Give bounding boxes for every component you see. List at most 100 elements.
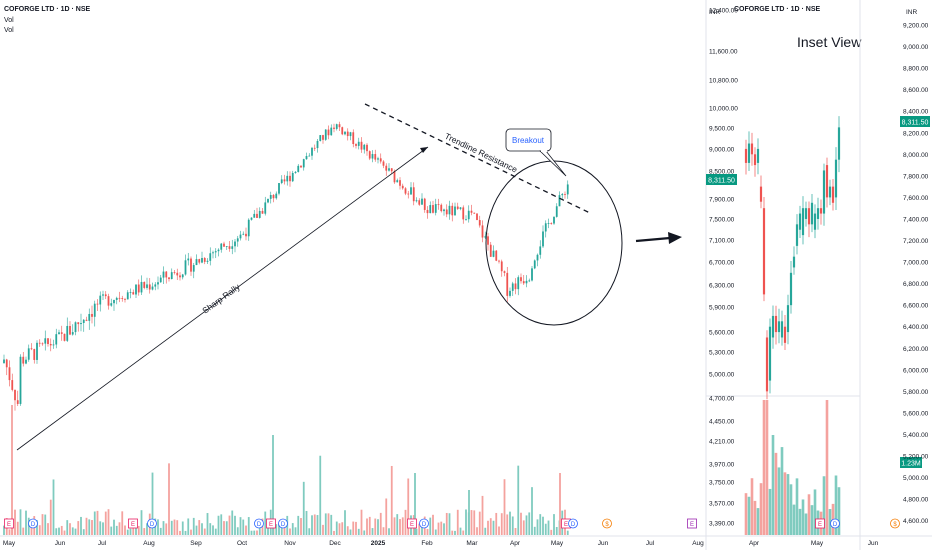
inset-symbol-title: COFORGE LTD · 1D · NSE <box>734 6 821 13</box>
main-x-tick-label: Sep <box>190 540 202 547</box>
main-volume-bar <box>206 513 209 535</box>
main-candle-body <box>467 210 470 220</box>
main-volume-bar <box>566 530 569 535</box>
inset-volume-bar <box>837 487 841 535</box>
main-volume-bar <box>465 509 467 535</box>
event-marker-letter: D <box>281 522 286 528</box>
inset-candle-body <box>831 186 835 203</box>
main-candle-body <box>22 356 25 364</box>
inset-volume-bar <box>771 435 775 535</box>
main-candle-body <box>410 187 412 195</box>
main-volume-bar <box>228 515 231 535</box>
inset-candle-body <box>783 326 787 343</box>
main-candle-body <box>547 223 550 224</box>
inset-price-badge-text: 8,311.50 <box>902 120 929 127</box>
event-marker <box>568 518 578 529</box>
main-candle-body <box>38 342 41 344</box>
main-volume-bar <box>462 530 465 535</box>
main-candle-body <box>121 298 124 299</box>
main-y-tick-label: 5,900.00 <box>709 305 735 312</box>
main-volume-bar <box>8 529 11 535</box>
main-volume-bar <box>525 515 528 535</box>
main-candle-body <box>195 259 198 266</box>
main-volume-bar <box>151 472 154 535</box>
main-volume-bar <box>363 530 366 535</box>
main-volume-bar <box>58 527 60 535</box>
main-volume-bar <box>495 512 498 535</box>
main-volume-bar <box>80 516 82 535</box>
main-volume-bar <box>264 511 267 535</box>
main-volume-bar <box>217 515 220 535</box>
main-candle-body <box>168 277 170 280</box>
main-candle-body <box>184 260 187 275</box>
main-volume-bar <box>553 514 555 535</box>
main-candle-body <box>454 206 456 216</box>
inset-y-tick-label: 7,800.00 <box>903 173 929 180</box>
main-candle-body <box>324 129 327 140</box>
inset-y-tick-label: 9,200.00 <box>903 23 929 30</box>
main-volume-bar <box>330 514 333 535</box>
event-marker <box>266 518 276 529</box>
inset-volume-bar <box>753 500 757 535</box>
main-candle-body <box>30 348 33 350</box>
main-volume-bar <box>162 521 165 535</box>
main-volume-bar <box>322 524 324 535</box>
main-candle-body <box>49 343 52 346</box>
main-candle-body <box>19 356 22 404</box>
main-candle-body <box>8 367 11 381</box>
main-candle-body <box>297 165 300 172</box>
main-volume-bar <box>19 509 22 535</box>
main-candle-body <box>118 297 121 299</box>
main-candle-body <box>514 283 517 290</box>
inset-candle-body <box>825 165 829 198</box>
inset-volume-bar <box>762 400 766 535</box>
main-y-tick-label: 10,000.00 <box>709 106 738 113</box>
main-volume-bar <box>190 529 192 535</box>
main-candle-body <box>234 241 236 247</box>
main-candle-body <box>77 322 80 325</box>
main-volume-bar <box>203 528 206 535</box>
main-candle-body <box>429 205 432 214</box>
main-x-tick-label: Jul <box>98 540 107 547</box>
inset-y-tick-label: 7,400.00 <box>903 216 929 223</box>
main-candle-body <box>253 213 256 218</box>
main-y-tick-label: 9,000.00 <box>709 147 735 154</box>
main-volume-bar <box>418 523 421 535</box>
main-volume-bar <box>22 527 25 535</box>
main-candle-body <box>201 258 203 263</box>
main-volume-bar <box>77 521 80 535</box>
main-candle-body <box>506 272 509 296</box>
main-candle-body <box>151 286 154 290</box>
main-price-badge-text: 8,311.50 <box>708 178 735 185</box>
main-volume-bar <box>550 529 553 535</box>
inset-volume-bar <box>756 508 760 535</box>
inset-y-tick-label: 7,000.00 <box>903 260 929 267</box>
main-volume-bar <box>47 523 49 535</box>
main-candle-body <box>377 158 379 160</box>
main-candle-body <box>558 195 561 207</box>
main-candle-body <box>539 246 542 255</box>
main-volume-bar <box>393 517 396 535</box>
main-volume-bar <box>165 523 168 535</box>
main-volume-bar <box>388 528 390 535</box>
main-volume-bar <box>137 525 140 535</box>
main-volume-bar <box>531 487 533 535</box>
main-x-tick-label: Feb <box>421 540 433 547</box>
main-volume-bar <box>407 478 410 535</box>
event-marker <box>407 518 417 529</box>
main-volume-bar <box>302 481 305 535</box>
main-volume-bar <box>223 521 225 535</box>
main-volume-bar <box>225 521 228 535</box>
main-x-tick-label: 2025 <box>371 540 386 547</box>
main-candle-body <box>3 359 5 363</box>
main-candle-body <box>333 127 335 129</box>
main-candle-body <box>481 225 484 238</box>
event-marker-letter: D <box>150 522 155 528</box>
main-candle-body <box>228 246 231 249</box>
focus-circle <box>485 160 623 326</box>
main-volume-bar <box>63 530 66 535</box>
main-candle-body <box>209 253 212 261</box>
main-candle-body <box>14 389 16 401</box>
main-x-tick-label: Apr <box>510 540 521 547</box>
